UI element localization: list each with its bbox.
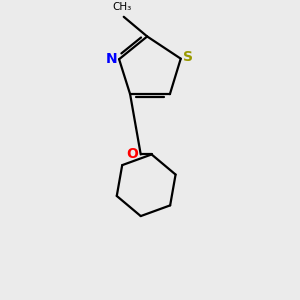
Text: S: S (183, 50, 193, 64)
Text: N: N (106, 52, 117, 65)
Text: CH₃: CH₃ (112, 2, 132, 12)
Text: O: O (126, 147, 138, 161)
